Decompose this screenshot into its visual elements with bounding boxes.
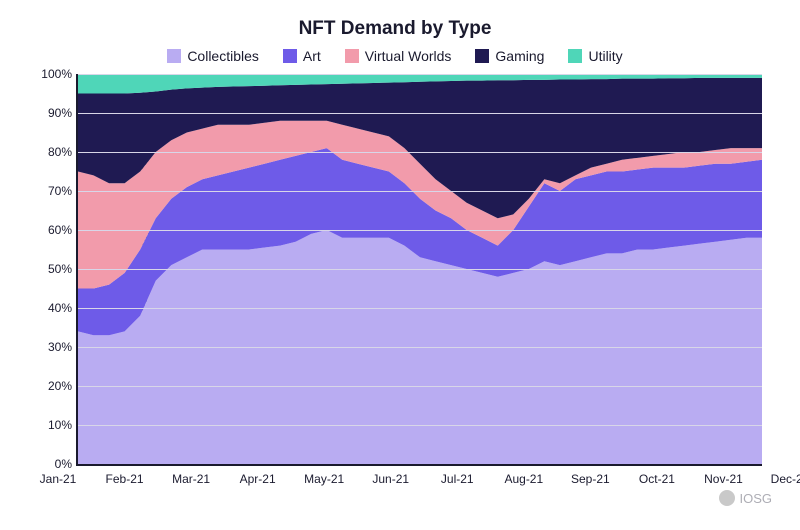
x-tick-label: Jun-21 bbox=[372, 472, 409, 486]
y-tick-label: 30% bbox=[48, 340, 72, 354]
grid-line bbox=[78, 230, 762, 231]
x-tick-label: Nov-21 bbox=[704, 472, 743, 486]
legend-item-virtualworlds: Virtual Worlds bbox=[345, 48, 452, 64]
grid-line bbox=[78, 152, 762, 153]
y-tick-label: 70% bbox=[48, 184, 72, 198]
chart-container: NFT Demand by Type Collectibles Art Virt… bbox=[0, 0, 800, 530]
legend-label: Utility bbox=[588, 48, 622, 64]
y-tick-label: 20% bbox=[48, 379, 72, 393]
y-tick-label: 100% bbox=[41, 67, 72, 81]
grid-line bbox=[78, 386, 762, 387]
x-tick-label: Oct-21 bbox=[639, 472, 675, 486]
legend-swatch-collectibles bbox=[167, 49, 181, 63]
x-axis-ticks: Jan-21Feb-21Mar-21Apr-21May-21Jun-21Jul-… bbox=[58, 472, 790, 492]
y-tick-label: 60% bbox=[48, 223, 72, 237]
watermark-text: IOSG bbox=[739, 491, 772, 506]
legend-swatch-virtualworlds bbox=[345, 49, 359, 63]
grid-line bbox=[78, 425, 762, 426]
legend-swatch-art bbox=[283, 49, 297, 63]
x-tick-label: Apr-21 bbox=[240, 472, 276, 486]
legend-label: Art bbox=[303, 48, 321, 64]
y-tick-label: 50% bbox=[48, 262, 72, 276]
y-tick-label: 0% bbox=[55, 457, 72, 471]
grid-line bbox=[78, 269, 762, 270]
legend-item-art: Art bbox=[283, 48, 321, 64]
y-tick-label: 90% bbox=[48, 106, 72, 120]
y-tick-label: 10% bbox=[48, 418, 72, 432]
watermark-icon bbox=[719, 490, 735, 506]
y-tick-label: 80% bbox=[48, 145, 72, 159]
x-tick-label: Sep-21 bbox=[571, 472, 610, 486]
x-tick-label: Aug-21 bbox=[504, 472, 543, 486]
legend-label: Gaming bbox=[495, 48, 544, 64]
x-tick-label: Mar-21 bbox=[172, 472, 210, 486]
legend-label: Virtual Worlds bbox=[365, 48, 452, 64]
x-tick-label: May-21 bbox=[304, 472, 344, 486]
legend-item-collectibles: Collectibles bbox=[167, 48, 259, 64]
legend-swatch-gaming bbox=[475, 49, 489, 63]
x-tick-label: Feb-21 bbox=[106, 472, 144, 486]
watermark: IOSG bbox=[719, 490, 772, 506]
legend-item-gaming: Gaming bbox=[475, 48, 544, 64]
chart-title: NFT Demand by Type bbox=[18, 18, 772, 40]
grid-line bbox=[78, 74, 762, 75]
grid-line bbox=[78, 347, 762, 348]
legend-swatch-utility bbox=[568, 49, 582, 63]
legend-label: Collectibles bbox=[187, 48, 259, 64]
legend: Collectibles Art Virtual Worlds Gaming U… bbox=[18, 48, 772, 64]
plot-area-wrap: Contribution to Cumulative NFT Volume 0%… bbox=[76, 74, 762, 466]
grid-line bbox=[78, 191, 762, 192]
x-tick-label: Dec-21 bbox=[771, 472, 800, 486]
plot-area: 0%10%20%30%40%50%60%70%80%90%100% bbox=[76, 74, 762, 466]
grid-line bbox=[78, 308, 762, 309]
x-tick-label: Jan-21 bbox=[40, 472, 77, 486]
grid-line bbox=[78, 113, 762, 114]
y-tick-label: 40% bbox=[48, 301, 72, 315]
x-tick-label: Jul-21 bbox=[441, 472, 474, 486]
legend-item-utility: Utility bbox=[568, 48, 622, 64]
